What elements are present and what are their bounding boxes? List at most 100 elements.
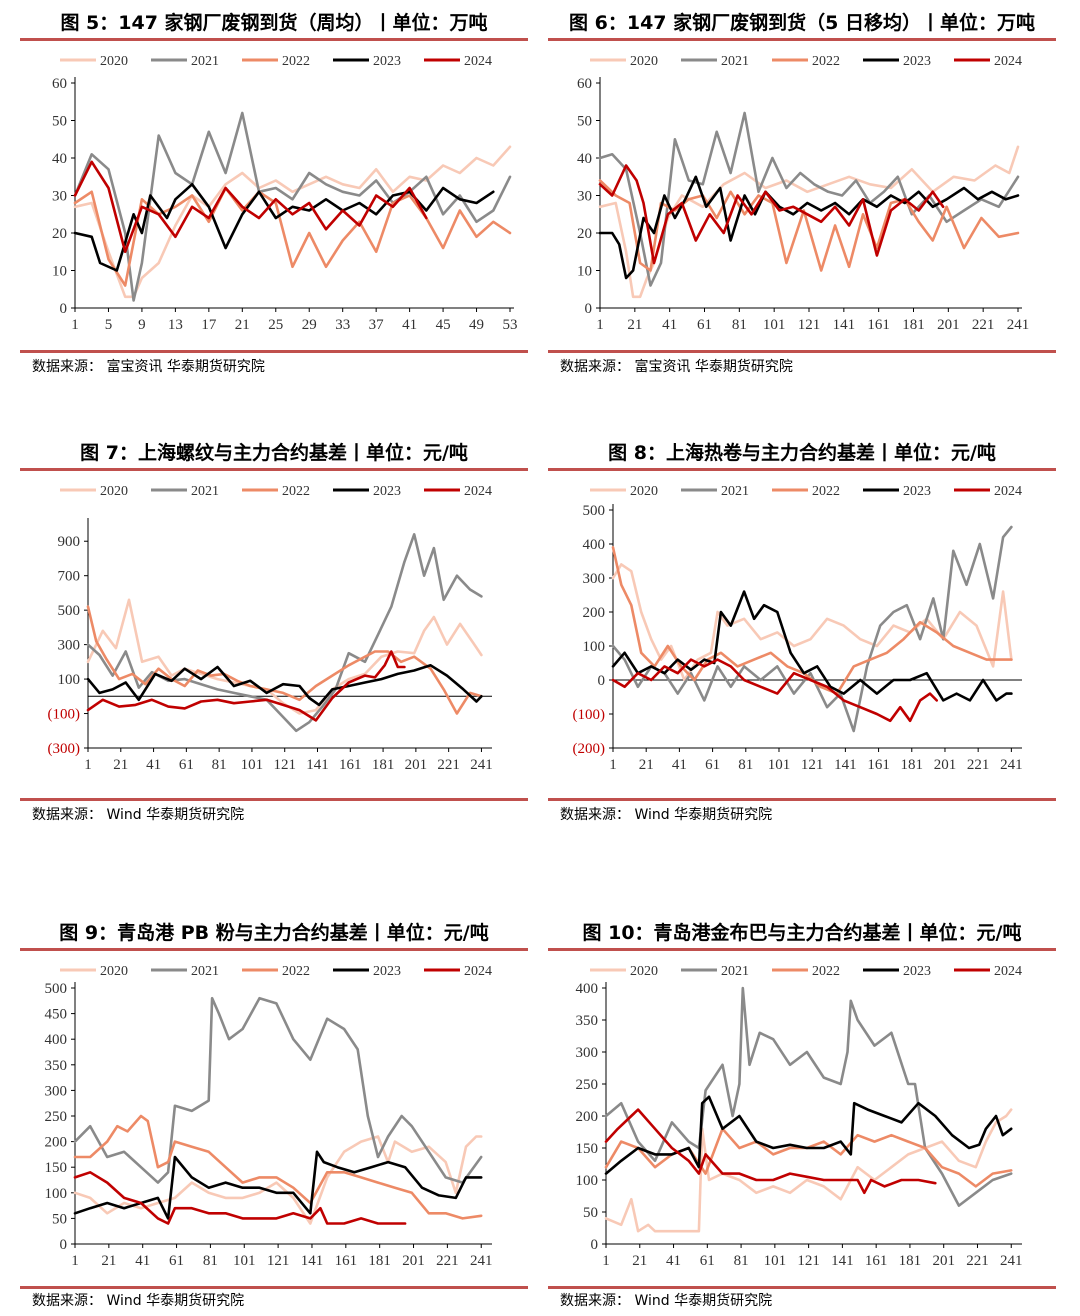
source-rule	[20, 350, 528, 353]
y-tick-label: (300)	[48, 741, 81, 757]
y-tick: 300	[58, 638, 88, 654]
x-tick-label: 201	[402, 1253, 425, 1269]
x-tick-label: 241	[1000, 1253, 1023, 1269]
y-tick-label: 500	[45, 981, 68, 997]
y-tick: 0	[591, 1237, 606, 1253]
x-tick: 61	[697, 308, 712, 333]
legend-item-2020: 2020	[590, 54, 658, 69]
x-tick-label: 21	[627, 317, 642, 333]
legend-label: 2023	[903, 964, 931, 979]
legend-label: 2023	[903, 484, 931, 499]
legend-item-2020: 2020	[590, 484, 658, 499]
x-tick-label: 53	[503, 317, 518, 333]
x-tick-label: 241	[1007, 317, 1030, 333]
legend-label: 2020	[630, 484, 658, 499]
y-tick: 350	[45, 1058, 75, 1074]
series-line-2021	[73, 111, 512, 302]
x-tick: 17	[201, 308, 217, 333]
series-line-2021	[86, 532, 483, 733]
y-tick: 50	[52, 114, 75, 130]
legend-item-2021: 2021	[151, 964, 219, 979]
y-tick-label: 50	[52, 114, 67, 130]
y-tick-label: 900	[58, 534, 81, 550]
x-tick: 241	[470, 1244, 493, 1269]
y-tick-label: 200	[576, 1109, 599, 1125]
y-tick: (100)	[573, 707, 613, 723]
y-tick: 0	[585, 301, 600, 317]
y-tick: 150	[45, 1160, 75, 1176]
legend-label: 2022	[812, 54, 840, 69]
x-tick: 29	[302, 308, 317, 333]
legend-label: 2021	[721, 54, 749, 69]
y-tick: 200	[583, 605, 613, 621]
x-tick: 21	[101, 1244, 116, 1269]
legend-label: 2021	[721, 484, 749, 499]
legend-item-2023: 2023	[863, 54, 931, 69]
y-tick-label: 200	[583, 605, 606, 621]
legend: 2020 2021 2022 2023 2024	[590, 484, 1022, 499]
x-tick: 41	[662, 308, 677, 333]
chart-panel-fig7: 图 7：上海螺纹与主力合约基差丨单位：元/吨 2020 2021 2022 2023 2…	[20, 438, 528, 830]
x-tick: 81	[203, 1244, 218, 1269]
source-note: 数据来源： 富宝资讯 华泰期货研究院	[32, 359, 265, 375]
series-line-2024	[73, 1171, 407, 1225]
x-tick: 1	[71, 308, 79, 333]
x-tick: 41	[402, 308, 417, 333]
legend-item-2020: 2020	[590, 964, 658, 979]
y-tick-label: 10	[577, 264, 592, 280]
x-tick: 5	[105, 308, 112, 333]
y-tick-label: (100)	[573, 707, 606, 723]
x-tick: 141	[306, 748, 329, 773]
chart-panel-fig8: 图 8：上海热卷与主力合约基差丨单位：元/吨 2020 2021 2022 2023 2…	[548, 438, 1056, 830]
legend-item-2021: 2021	[681, 964, 749, 979]
legend-label: 2024	[994, 54, 1022, 69]
x-tick: 221	[972, 308, 994, 333]
legend-item-2023: 2023	[333, 964, 401, 979]
x-tick: 25	[268, 308, 283, 333]
title-rule	[20, 468, 528, 471]
x-tick-label: 61	[700, 1253, 715, 1269]
x-tick: 61	[179, 748, 194, 773]
x-tick: 41	[666, 1244, 681, 1269]
x-tick: 221	[967, 748, 989, 773]
legend-label: 2022	[282, 54, 310, 69]
x-tick: 37	[369, 308, 384, 333]
y-tick: 100	[576, 1173, 606, 1189]
x-tick: 181	[901, 748, 923, 773]
x-tick-label: 141	[834, 757, 857, 773]
series-line-2020	[604, 1108, 1013, 1233]
x-tick-label: 45	[436, 317, 451, 333]
series-line-2022	[73, 1114, 483, 1220]
x-tick: 181	[902, 308, 925, 333]
source-rule	[20, 798, 528, 801]
y-tick: 20	[52, 226, 75, 242]
x-tick-label: 81	[203, 1253, 218, 1269]
title-rule	[20, 38, 528, 41]
x-tick-label: 17	[201, 317, 217, 333]
x-tick-label: 1	[84, 757, 92, 773]
legend-label: 2021	[191, 484, 219, 499]
x-tick-label: 101	[768, 757, 791, 773]
y-tick-label: 100	[58, 672, 81, 688]
y-tick: 250	[45, 1109, 75, 1125]
x-tick: 61	[705, 748, 720, 773]
x-tick-label: 121	[273, 757, 296, 773]
chart-svg: 2020 2021 2022 2023 2024 (200) (100) 0 100 200 300…	[573, 484, 1023, 773]
x-tick: 241	[1000, 1244, 1023, 1269]
series-line-2024	[86, 650, 406, 722]
x-tick: 221	[436, 1244, 459, 1269]
x-tick-label: 161	[865, 1253, 888, 1269]
x-tick-label: 241	[470, 1253, 493, 1269]
x-tick-label: 121	[798, 317, 821, 333]
y-tick: 0	[598, 673, 613, 689]
x-tick-label: 1	[602, 1253, 610, 1269]
x-tick-label: 161	[339, 757, 362, 773]
x-tick: 21	[632, 1244, 647, 1269]
y-tick-label: 60	[577, 76, 592, 92]
legend-label: 2021	[191, 964, 219, 979]
y-tick-label: 350	[45, 1058, 68, 1074]
x-tick-label: 141	[831, 1253, 854, 1269]
series-line-2024	[598, 164, 945, 265]
y-tick-label: 350	[576, 1013, 599, 1029]
